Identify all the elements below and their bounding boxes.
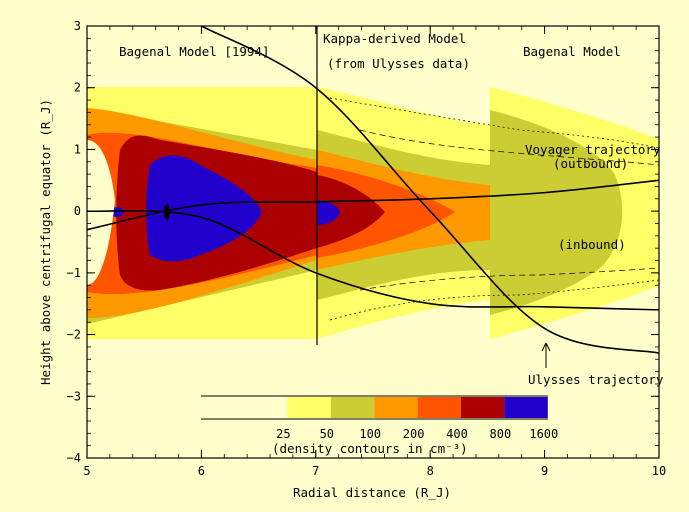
contour-dashed-2 [359, 267, 659, 291]
y-axis-title: Height above centrifugal equator (R_J) [38, 99, 53, 385]
contour-level-800-mid [317, 175, 385, 248]
contour-level-1600-left [146, 155, 262, 262]
colorbar-level-label: 400 [446, 427, 468, 441]
y-tick-label: −2 [67, 328, 81, 342]
contour-dotted-2 [329, 279, 659, 321]
x-tick-label: 5 [83, 464, 90, 478]
x-tick-label: 8 [427, 464, 434, 478]
y-tick-label: 2 [74, 81, 81, 95]
colorbar: 25 50 100 200 400 800 1600 [201, 395, 558, 441]
contour-light-inner-left [87, 140, 115, 285]
x-tick-label: 10 [652, 464, 666, 478]
x-tick-label: 7 [312, 464, 319, 478]
colorbar-swatch [244, 397, 288, 418]
trajectory-layer [87, 26, 659, 354]
ulysses-trajectory [201, 26, 659, 354]
region-label-kappa: Kappa-derived Model [323, 31, 466, 46]
region-label-ulysses-data: (from Ulysses data) [327, 56, 470, 71]
colorbar-swatch [504, 397, 548, 418]
colorbar-swatch [461, 397, 505, 418]
y-tick-label: 1 [74, 142, 81, 156]
y-tick-label: −1 [67, 266, 81, 280]
colorbar-level-label: 50 [320, 427, 334, 441]
ulysses-trajectory-label: Ulysses trajectory [528, 372, 664, 387]
contour-level-100-right [490, 110, 623, 315]
contour-fills [87, 87, 659, 339]
voyager-inbound-label: (inbound) [558, 237, 626, 252]
plot-frame [86, 25, 660, 459]
colorbar-level-label: 1600 [529, 427, 558, 441]
voyager-inbound-trajectory [87, 209, 659, 311]
colorbar-swatch [417, 397, 461, 418]
y-tick-label: −3 [67, 389, 81, 403]
colorbar-level-label: 200 [403, 427, 425, 441]
colorbar-caption: (density contours in cm⁻³) [272, 441, 468, 456]
contour-dashed-1 [359, 129, 659, 166]
contour-level-1600-mid [317, 200, 340, 225]
region-label-bagenal: Bagenal Model [523, 44, 621, 59]
colorbar-swatch [330, 397, 375, 418]
colorbar-swatch [287, 397, 331, 418]
y-tick-label: 3 [74, 19, 81, 33]
voyager-outbound-trajectory [87, 179, 659, 231]
colorbar-level-label: 800 [490, 427, 512, 441]
region-label-bagenal-1994: Bagenal Model [1994] [119, 44, 270, 59]
y-tick-label: −4 [67, 451, 81, 465]
tick-layer: 5 6 7 8 9 10 −4 −3 −2 −1 0 1 2 3 [67, 19, 667, 478]
x-tick-label: 9 [541, 464, 548, 478]
colorbar-level-label: 100 [359, 427, 381, 441]
colorbar-level-label: 25 [276, 427, 290, 441]
colorbar-swatch [374, 397, 418, 418]
voyager-trajectory-label: Voyager trajectory [525, 142, 661, 157]
x-tick-label: 6 [198, 464, 205, 478]
y-tick-label: 0 [74, 204, 81, 218]
x-axis-title: Radial distance (R_J) [293, 485, 451, 500]
ulysses-arrow [541, 342, 551, 368]
voyager-outbound-label: (outbound) [553, 156, 628, 171]
